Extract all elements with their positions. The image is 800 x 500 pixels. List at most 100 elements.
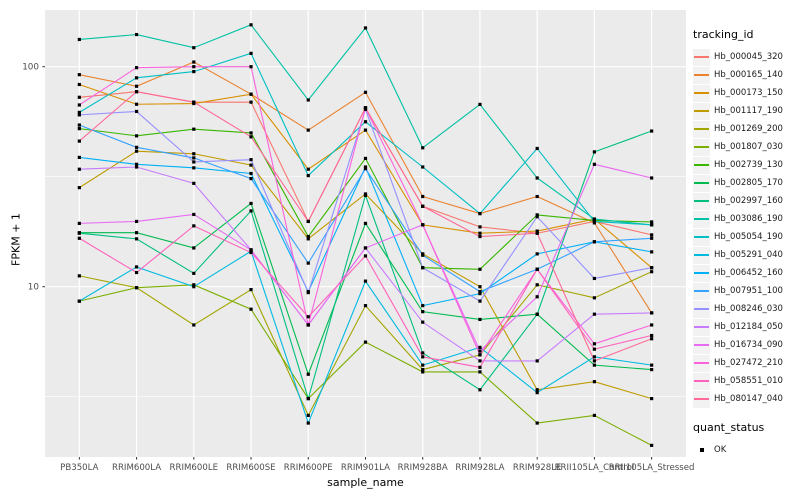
x-tick-label: RRIM600PE xyxy=(284,463,333,473)
data-point-marker xyxy=(478,267,482,271)
data-point-marker xyxy=(306,372,310,376)
data-point-marker xyxy=(535,252,539,256)
legend-key-line-icon xyxy=(693,336,710,354)
data-point-marker xyxy=(306,128,310,132)
data-point-marker xyxy=(306,237,310,241)
data-point-marker xyxy=(363,193,368,198)
data-point-marker xyxy=(77,274,81,278)
legend-key-line-icon xyxy=(693,120,710,138)
data-point-marker xyxy=(363,156,368,160)
data-point-marker xyxy=(421,351,425,355)
data-point-marker xyxy=(249,201,253,206)
data-point-marker xyxy=(192,152,196,156)
data-point-marker xyxy=(535,213,539,217)
data-point-marker xyxy=(134,102,139,106)
data-point-marker xyxy=(592,217,597,221)
data-point-marker xyxy=(478,290,482,294)
data-point-marker xyxy=(535,283,539,287)
legend-item-Hb_012184_050: Hb_012184_050 xyxy=(693,318,798,336)
data-point-marker xyxy=(134,84,139,88)
data-point-marker xyxy=(192,166,196,170)
data-point-marker xyxy=(650,333,654,338)
data-point-marker xyxy=(363,340,368,344)
legend-item-Hb_000165_140: Hb_000165_140 xyxy=(693,66,798,84)
data-point-marker xyxy=(535,312,539,316)
data-point-marker xyxy=(363,246,368,250)
quant-status-label: OK xyxy=(714,445,727,455)
data-point-marker xyxy=(249,307,253,311)
data-point-marker xyxy=(249,177,253,181)
data-point-marker xyxy=(192,212,196,217)
data-point-marker xyxy=(192,224,196,228)
legend-item-label: Hb_005291_040 xyxy=(714,250,783,260)
data-point-marker xyxy=(363,26,368,30)
data-point-marker xyxy=(478,285,482,289)
data-point-marker xyxy=(249,23,253,27)
x-tick-label: RRIM600LA xyxy=(112,463,161,473)
data-point-marker xyxy=(192,246,196,250)
data-point-marker xyxy=(134,237,139,241)
data-point-marker xyxy=(478,388,482,392)
legend-item-Hb_000045_320: Hb_000045_320 xyxy=(693,48,798,66)
x-axis-title: sample_name xyxy=(327,476,404,489)
legend-key-line-icon xyxy=(693,192,710,210)
data-point-marker xyxy=(249,171,253,176)
data-point-marker xyxy=(592,276,597,281)
data-point-marker xyxy=(421,363,425,367)
data-point-marker xyxy=(134,76,139,80)
data-point-marker xyxy=(192,100,196,104)
data-point-marker xyxy=(249,51,253,55)
x-tick-label: RRIM928BA xyxy=(398,463,448,473)
data-point-marker xyxy=(134,145,139,149)
legend-item-Hb_080147_040: Hb_080147_040 xyxy=(693,390,798,408)
data-point-marker xyxy=(478,370,482,374)
legend-key-line-icon xyxy=(693,66,710,84)
legend-item-Hb_003086_190: Hb_003086_190 xyxy=(693,210,798,228)
data-point-marker xyxy=(421,266,425,270)
legend-item-label: Hb_058551_010 xyxy=(714,376,783,386)
data-point-marker xyxy=(478,353,482,357)
data-point-marker xyxy=(77,139,81,143)
data-point-marker xyxy=(478,317,482,322)
data-point-marker xyxy=(478,359,482,363)
legend-key-line-icon xyxy=(693,354,710,372)
data-point-marker xyxy=(134,32,139,37)
data-point-marker xyxy=(77,37,81,42)
data-point-marker xyxy=(134,265,139,269)
data-point-marker xyxy=(650,311,654,315)
x-tick-label: PB350LA xyxy=(60,463,98,473)
legend-item-Hb_007951_100: Hb_007951_100 xyxy=(693,282,798,300)
data-point-marker xyxy=(134,219,139,224)
legend-item-label: Hb_080147_040 xyxy=(714,394,783,404)
data-point-marker xyxy=(134,231,139,235)
data-point-marker xyxy=(77,236,81,240)
data-point-marker xyxy=(650,176,654,180)
data-point-marker xyxy=(592,240,597,244)
quant-status-item: OK xyxy=(693,441,798,459)
legend-item-label: Hb_000045_320 xyxy=(714,52,783,62)
data-point-marker xyxy=(478,365,482,369)
x-tick-label: RRII105LA_Control xyxy=(555,463,635,473)
data-point-marker xyxy=(306,98,310,102)
data-point-marker xyxy=(77,127,81,131)
data-point-marker xyxy=(77,103,81,107)
data-point-marker xyxy=(421,355,425,359)
data-point-marker xyxy=(134,270,139,275)
data-point-marker xyxy=(478,234,482,239)
data-point-marker xyxy=(592,363,597,367)
data-point-marker xyxy=(650,223,654,227)
legend-item-label: Hb_005054_190 xyxy=(714,232,783,242)
data-point-marker xyxy=(363,106,368,110)
legend-key-line-icon xyxy=(693,210,710,228)
data-point-marker xyxy=(192,160,196,164)
data-point-marker xyxy=(192,46,196,50)
data-point-marker xyxy=(363,221,368,225)
data-point-marker xyxy=(421,146,425,150)
data-point-marker xyxy=(192,285,196,289)
data-point-marker xyxy=(592,347,597,351)
data-point-marker xyxy=(421,165,425,169)
data-point-marker xyxy=(363,165,368,169)
legend-key-line-icon xyxy=(693,318,710,336)
data-point-marker xyxy=(421,370,425,374)
